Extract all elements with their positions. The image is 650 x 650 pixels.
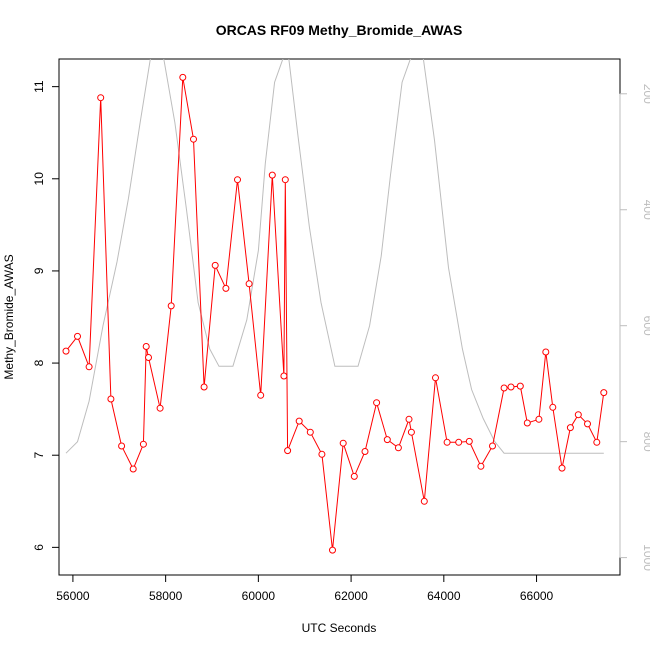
- data-point: [257, 391, 265, 399]
- chart-title: ORCAS RF09 Methy_Bromide_AWAS: [216, 22, 463, 38]
- y-tick-label: 6: [32, 544, 46, 551]
- data-point: [245, 280, 253, 288]
- y-tick-label: 8: [32, 359, 46, 366]
- data-point: [455, 438, 463, 446]
- y-axis-left: 6 7 8 9 10 11: [32, 80, 60, 551]
- data-point: [62, 347, 70, 355]
- data-point: [295, 417, 303, 425]
- data-point: [542, 348, 550, 356]
- y-axis-label: Methy_Bromide_AWAS: [2, 254, 16, 379]
- data-point: [394, 444, 402, 452]
- data-point: [600, 389, 608, 397]
- x-tick-label: 64000: [427, 589, 461, 603]
- data-point: [167, 302, 175, 310]
- data-point: [350, 472, 358, 480]
- data-point: [383, 436, 391, 444]
- data-point: [284, 447, 292, 455]
- data-point: [74, 332, 81, 340]
- data-point: [85, 363, 93, 371]
- data-point: [280, 372, 288, 380]
- data-point: [523, 419, 531, 427]
- data-point: [129, 465, 137, 473]
- x-tick-label: 58000: [149, 589, 183, 603]
- secondary-series-line: [65, 59, 604, 454]
- data-point: [156, 404, 164, 412]
- secondary-series-layer: [65, 59, 604, 454]
- y-tick-label: 11: [32, 80, 46, 93]
- data-point: [477, 462, 485, 470]
- y-tick-label: 7: [32, 452, 46, 459]
- y2-tick-label: 400: [641, 200, 650, 220]
- data-point: [566, 424, 574, 432]
- x-axis: 56000 58000 60000 62000 64000 66000: [56, 574, 554, 603]
- data-point: [139, 440, 147, 448]
- y2-tick-label: 800: [641, 432, 650, 452]
- data-point: [200, 383, 208, 391]
- data-point: [420, 497, 428, 505]
- data-point: [222, 284, 230, 292]
- data-point: [339, 439, 347, 447]
- y2-tick-label: 1000: [641, 544, 650, 571]
- main-series-layer: [62, 73, 608, 554]
- data-point: [211, 261, 219, 269]
- data-point: [118, 442, 126, 450]
- x-tick-label: 62000: [334, 589, 368, 603]
- data-point: [516, 382, 524, 390]
- data-point: [97, 94, 105, 102]
- y-tick-label: 10: [32, 172, 46, 186]
- methyl-bromide-line: [65, 77, 605, 551]
- data-point: [593, 438, 601, 446]
- x-tick-label: 66000: [520, 589, 554, 603]
- data-point: [432, 374, 439, 382]
- data-point: [500, 384, 508, 392]
- data-point: [142, 343, 150, 350]
- data-point: [535, 415, 543, 423]
- data-point: [281, 176, 289, 184]
- data-point: [407, 428, 415, 436]
- x-axis-label: UTC Seconds: [302, 621, 377, 635]
- data-point: [558, 464, 566, 472]
- data-point: [145, 354, 152, 361]
- x-tick-label: 60000: [242, 589, 276, 603]
- y-axis-right: 200 400 600 800 1000: [619, 84, 650, 571]
- data-point: [306, 428, 314, 436]
- y-tick-label: 9: [32, 267, 46, 274]
- data-point: [443, 438, 451, 446]
- data-point: [361, 448, 369, 455]
- data-point: [489, 442, 496, 450]
- data-point: [318, 450, 326, 458]
- data-point: [584, 420, 591, 428]
- data-point: [373, 399, 381, 407]
- data-point: [405, 415, 413, 423]
- data-point: [465, 437, 473, 445]
- y2-tick-label: 200: [641, 84, 650, 104]
- data-point: [107, 395, 115, 403]
- data-point: [234, 176, 241, 184]
- plot-frame: [58, 58, 621, 576]
- data-point: [329, 546, 336, 554]
- y2-tick-label: 600: [641, 316, 650, 336]
- data-point: [574, 411, 582, 419]
- x-tick-label: 56000: [56, 589, 90, 603]
- data-point: [549, 403, 557, 411]
- data-point: [179, 73, 187, 81]
- data-point: [190, 135, 197, 143]
- data-point: [507, 383, 515, 391]
- data-point: [268, 171, 276, 179]
